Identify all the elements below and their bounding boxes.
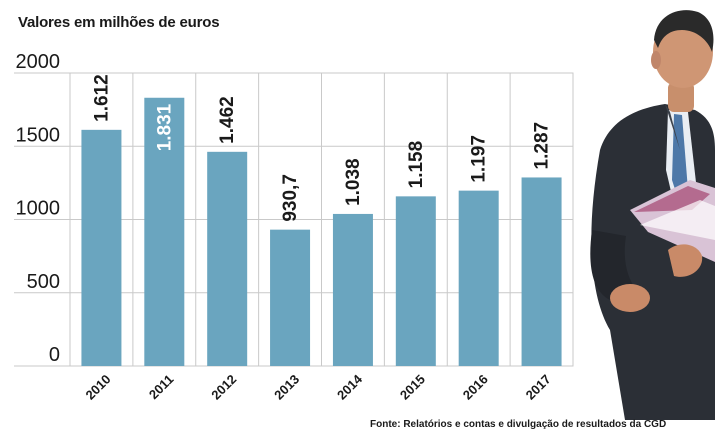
data-label: 1.287: [532, 122, 553, 170]
y-tick-label: 0: [49, 344, 60, 366]
y-tick-label: 1000: [16, 198, 61, 220]
x-tick-label: 2016: [460, 372, 491, 403]
data-label: 1.158: [406, 141, 427, 189]
x-tick-label: 2015: [397, 372, 428, 403]
x-tick-label: 2017: [523, 372, 554, 403]
chart-subtitle: Valores em milhões de euros: [18, 14, 220, 31]
bar: [395, 196, 436, 366]
data-label: 1.612: [91, 74, 112, 122]
data-label: 1.831: [154, 103, 175, 151]
y-tick-label: 1500: [16, 124, 61, 146]
bar: [144, 97, 185, 367]
x-tick-label: 2010: [83, 372, 114, 403]
x-tick-label: 2012: [208, 372, 239, 403]
bar: [521, 177, 562, 366]
y-tick-label: 500: [27, 271, 60, 293]
bar: [207, 151, 248, 366]
data-label: 1.038: [343, 158, 364, 206]
data-label: 1.197: [469, 135, 490, 183]
y-tick-label: 2000: [16, 51, 61, 73]
source-note: Fonte: Relatórios e contas e divulgação …: [370, 419, 667, 430]
bar: [458, 190, 499, 366]
bar: [270, 229, 311, 366]
x-tick-label: 2013: [271, 372, 302, 403]
x-tick-label: 2014: [334, 371, 366, 403]
data-label: 930,7: [280, 174, 301, 222]
bar: [332, 213, 373, 366]
x-tick-label: 2011: [146, 372, 177, 403]
bar: [81, 129, 122, 366]
data-label: 1.462: [217, 96, 238, 144]
person-photo-icon: [590, 10, 715, 420]
